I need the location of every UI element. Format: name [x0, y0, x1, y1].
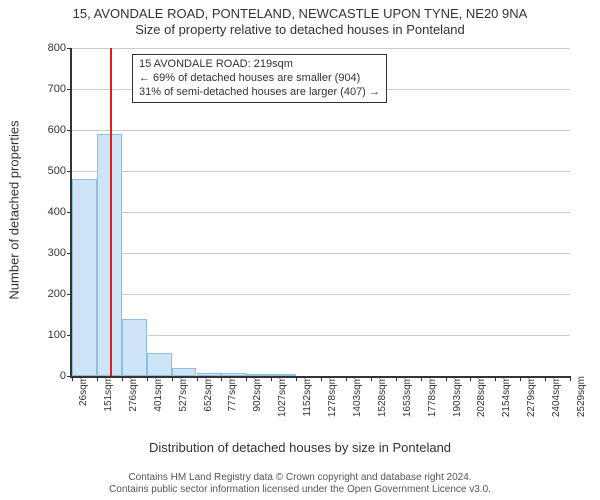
- xtick-label: 1152sqm: [300, 376, 313, 416]
- xtick-mark: [246, 376, 247, 381]
- xtick-mark: [221, 376, 222, 381]
- histogram-bar: [147, 353, 172, 376]
- xtick-label: 1528sqm: [375, 376, 388, 417]
- gridline: [72, 294, 570, 295]
- xtick-mark: [520, 376, 521, 381]
- xtick-label: 1403sqm: [350, 376, 363, 417]
- histogram-bar: [172, 368, 197, 376]
- histogram-bar: [122, 319, 147, 376]
- xtick-mark: [570, 376, 571, 381]
- xtick-label: 2404sqm: [549, 376, 562, 417]
- ytick-label: 100: [48, 329, 72, 341]
- xtick-mark: [321, 376, 322, 381]
- ytick-label: 700: [48, 83, 72, 95]
- xtick-label: 2279sqm: [524, 376, 537, 417]
- xtick-mark: [346, 376, 347, 381]
- footer-line2: Contains public sector information licen…: [0, 484, 600, 496]
- xtick-label: 1653sqm: [400, 376, 413, 417]
- xtick-mark: [296, 376, 297, 381]
- xtick-label: 2529sqm: [574, 376, 587, 417]
- xtick-label: 1903sqm: [450, 376, 463, 417]
- annotation-line: 31% of semi-detached houses are larger (…: [139, 86, 380, 100]
- xtick-label: 1027sqm: [275, 376, 288, 417]
- histogram-bar: [72, 179, 97, 376]
- x-axis-label: Distribution of detached houses by size …: [0, 440, 600, 455]
- gridline: [72, 171, 570, 172]
- gridline: [72, 130, 570, 131]
- ytick-label: 800: [48, 42, 72, 54]
- footer-line1: Contains HM Land Registry data © Crown c…: [0, 472, 600, 484]
- xtick-mark: [446, 376, 447, 381]
- annotation-box: 15 AVONDALE ROAD: 219sqm← 69% of detache…: [132, 54, 387, 103]
- ytick-label: 0: [60, 370, 72, 382]
- xtick-mark: [122, 376, 123, 381]
- annotation-line: ← 69% of detached houses are smaller (90…: [139, 72, 380, 86]
- ytick-label: 400: [48, 206, 72, 218]
- xtick-label: 276sqm: [126, 376, 139, 412]
- xtick-label: 151sqm: [101, 376, 114, 412]
- y-axis-label: Number of detached properties: [7, 120, 22, 299]
- xtick-mark: [545, 376, 546, 381]
- xtick-mark: [396, 376, 397, 381]
- xtick-mark: [495, 376, 496, 381]
- xtick-label: 1278sqm: [325, 376, 338, 417]
- xtick-label: 2028sqm: [474, 376, 487, 417]
- gridline: [72, 48, 570, 49]
- annotation-line: 15 AVONDALE ROAD: 219sqm: [139, 58, 380, 72]
- title-address: 15, AVONDALE ROAD, PONTELAND, NEWCASTLE …: [0, 6, 600, 22]
- gridline: [72, 253, 570, 254]
- ytick-label: 200: [48, 288, 72, 300]
- xtick-label: 527sqm: [176, 376, 189, 412]
- xtick-label: 1778sqm: [425, 376, 438, 417]
- xtick-label: 902sqm: [250, 376, 263, 412]
- property-marker-line: [110, 48, 112, 376]
- xtick-mark: [197, 376, 198, 381]
- ytick-label: 500: [48, 165, 72, 177]
- chart-container: 15, AVONDALE ROAD, PONTELAND, NEWCASTLE …: [0, 0, 600, 500]
- xtick-label: 2154sqm: [499, 376, 512, 417]
- ytick-label: 600: [48, 124, 72, 136]
- xtick-mark: [72, 376, 73, 381]
- title-subtitle: Size of property relative to detached ho…: [0, 22, 600, 38]
- ytick-label: 300: [48, 247, 72, 259]
- xtick-label: 652sqm: [201, 376, 214, 412]
- xtick-mark: [147, 376, 148, 381]
- xtick-label: 401sqm: [151, 376, 164, 412]
- xtick-mark: [97, 376, 98, 381]
- plot-area: 010020030040050060070080026sqm151sqm276s…: [70, 48, 570, 378]
- title-block: 15, AVONDALE ROAD, PONTELAND, NEWCASTLE …: [0, 0, 600, 39]
- xtick-mark: [421, 376, 422, 381]
- xtick-mark: [271, 376, 272, 381]
- xtick-label: 777sqm: [225, 376, 238, 412]
- xtick-mark: [371, 376, 372, 381]
- xtick-mark: [172, 376, 173, 381]
- histogram-bar: [97, 134, 122, 376]
- gridline: [72, 335, 570, 336]
- footer-attribution: Contains HM Land Registry data © Crown c…: [0, 472, 600, 496]
- gridline: [72, 212, 570, 213]
- xtick-label: 26sqm: [76, 376, 89, 406]
- xtick-mark: [470, 376, 471, 381]
